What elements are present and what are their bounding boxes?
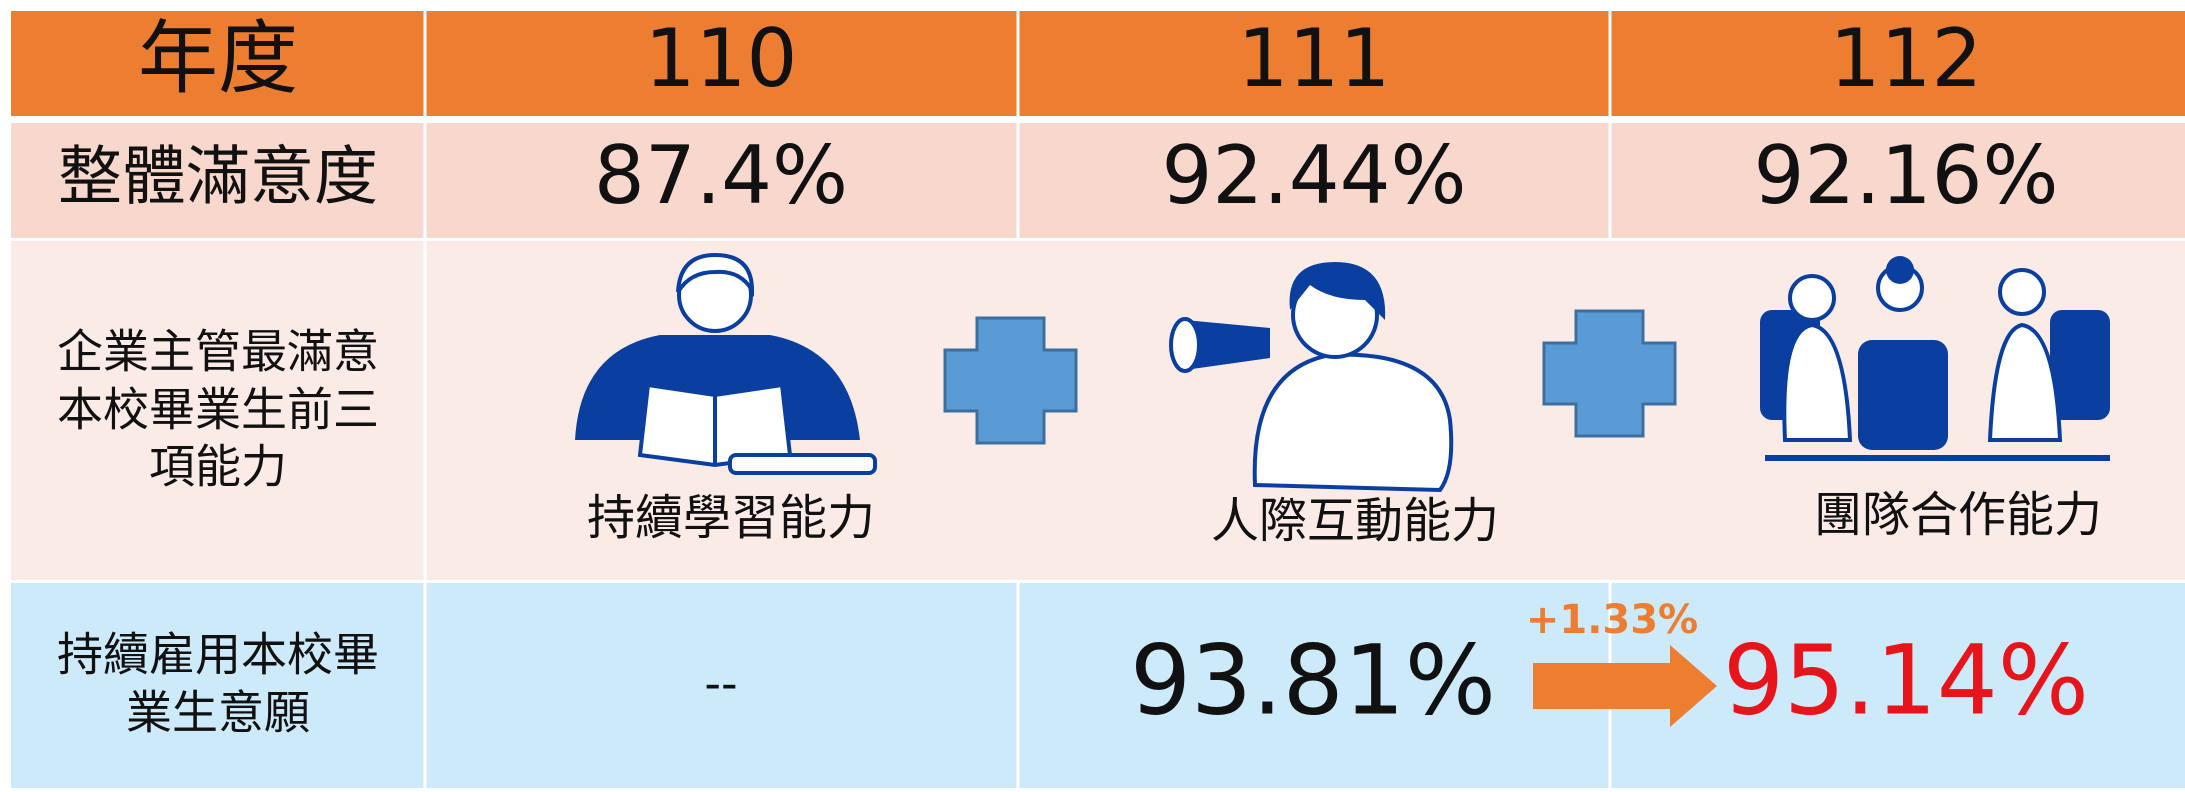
row-label-line: 業生意願: [126, 686, 310, 740]
change-label: +1.33%: [1526, 597, 1698, 643]
satisfaction-value: 87.4%: [594, 129, 848, 222]
team-illustration: [1760, 256, 2110, 461]
header-cell: 111: [1238, 12, 1391, 105]
satisfaction-row: [11, 123, 2185, 238]
row-label-line: 本校畢業生前三: [57, 383, 379, 437]
satisfaction-value: 92.16%: [1753, 129, 2058, 222]
row-label-line: 項能力: [149, 440, 287, 494]
ability-label: 團隊合作能力: [1814, 487, 2102, 543]
header-cell: 年度: [138, 12, 298, 105]
employment-value: 93.81%: [1130, 624, 1496, 736]
row-label-line: 持續雇用本校畢: [57, 628, 379, 682]
increase-arrow: [1533, 645, 1717, 727]
row-label-line: 企業主管最滿意: [57, 325, 379, 379]
header-cell: 110: [645, 12, 798, 105]
row-label: 整體滿意度: [58, 141, 378, 215]
satisfaction-value: 92.44%: [1161, 129, 1466, 222]
employment-row: [11, 583, 2185, 788]
reading-illustration: [575, 252, 877, 475]
header-cell: 112: [1830, 12, 1983, 105]
megaphone-illustration: [1169, 262, 1454, 493]
employment-value: 95.14%: [1723, 624, 2089, 736]
plus-icon: [943, 316, 1078, 445]
plus-icon: [1542, 309, 1677, 438]
ability-label: 持續學習能力: [587, 490, 875, 546]
ability-label: 人際互動能力: [1211, 493, 1499, 549]
header-row: [11, 11, 2185, 116]
employment-value: --: [704, 657, 737, 711]
